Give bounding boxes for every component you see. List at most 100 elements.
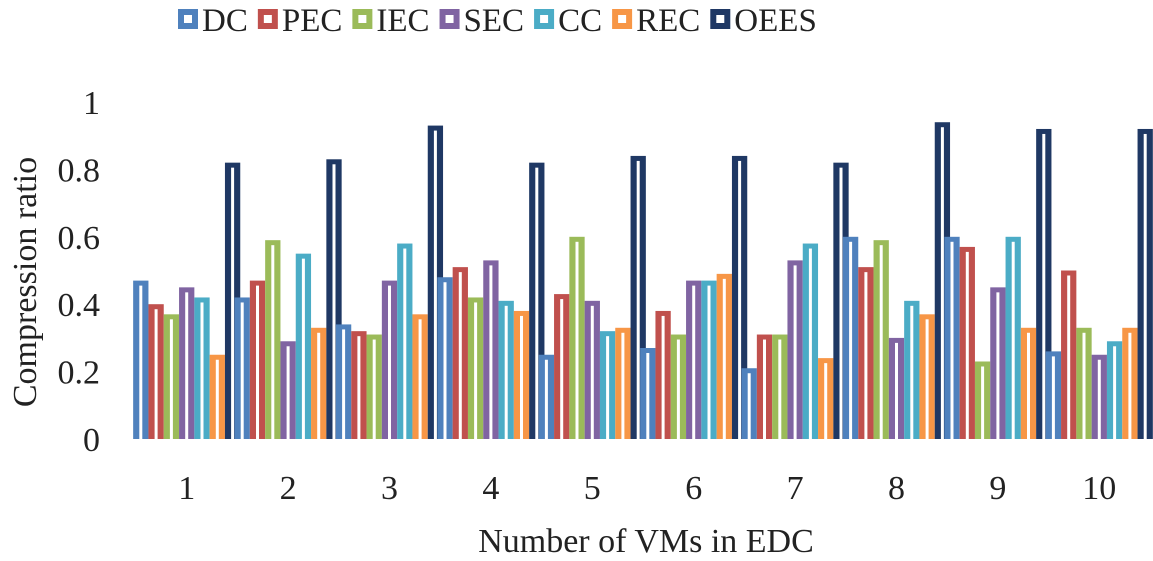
- bar-highlight-iec-5: [575, 241, 579, 439]
- bar-highlight-cc-10: [1113, 346, 1117, 439]
- legend-label-sec: SEC: [464, 3, 525, 39]
- bar-highlight-cc-4: [504, 305, 508, 439]
- bar-highlight-oees-1: [231, 167, 235, 439]
- legend-swatch-center-rec: [618, 15, 627, 23]
- bar-highlight-oees-6: [738, 160, 742, 440]
- bar-highlight-sec-4: [489, 265, 493, 439]
- legend-swatch-center-iec: [358, 15, 367, 23]
- bar-group-1: [133, 162, 241, 439]
- bar-highlight-sec-10: [1097, 359, 1101, 439]
- bar-highlight-iec-9: [981, 366, 985, 439]
- bar-group-2: [234, 159, 342, 440]
- bar-highlight-sec-1: [185, 292, 189, 439]
- bar-highlight-pec-7: [763, 339, 766, 439]
- chart-legend: DC PEC IEC SEC CC REC OEES: [178, 3, 817, 39]
- bar-highlight-iec-8: [879, 245, 883, 439]
- legend-item-rec: REC: [612, 3, 700, 39]
- bar-highlight-sec-3: [388, 285, 391, 439]
- legend-item-oees: OEES: [710, 3, 817, 39]
- bar-highlight-oees-10: [1143, 133, 1147, 439]
- bar-highlight-rec-9: [1027, 332, 1030, 439]
- bar-highlight-iec-4: [474, 302, 478, 439]
- bar-group-5: [538, 155, 646, 440]
- bar-highlight-cc-5: [606, 336, 610, 439]
- bar-highlight-iec-10: [1082, 332, 1086, 439]
- bar-highlight-oees-5: [636, 160, 640, 440]
- bar-highlight-rec-8: [925, 319, 929, 439]
- bar-highlight-iec-6: [676, 339, 680, 439]
- y-tick-label-4: 0.8: [58, 152, 101, 189]
- x-tick-label-3: 3: [381, 470, 398, 507]
- bar-highlight-iec-7: [778, 339, 782, 439]
- x-tick-label-4: 4: [482, 470, 499, 507]
- y-axis: 0 0.2 0.4 0.6 0.8 1: [58, 85, 101, 459]
- y-tick-label-2: 0.4: [58, 287, 101, 324]
- x-tick-label-6: 6: [685, 470, 702, 507]
- bar-group-10: [1045, 128, 1153, 439]
- bar-highlight-cc-1: [200, 302, 204, 439]
- bar-highlight-dc-6: [646, 353, 650, 439]
- legend-label-oees: OEES: [734, 3, 817, 39]
- x-tick-label-2: 2: [280, 470, 297, 507]
- bar-highlight-rec-1: [215, 359, 219, 439]
- y-tick-label-0: 0: [83, 422, 100, 459]
- bar-highlight-iec-3: [372, 339, 376, 439]
- bar-highlight-pec-5: [560, 299, 564, 439]
- bar-highlight-pec-9: [965, 251, 969, 439]
- x-axis: 1 2 3 4 5 6 7 8 9 10: [178, 470, 1116, 507]
- bar-highlight-rec-7: [824, 363, 828, 439]
- legend-swatch-center-sec: [445, 15, 454, 23]
- bar-highlight-cc-6: [707, 285, 711, 439]
- bar-area: [133, 122, 1153, 440]
- bar-highlight-sec-5: [590, 305, 594, 439]
- bar-highlight-cc-2: [301, 258, 305, 439]
- legend-item-sec: SEC: [439, 3, 525, 39]
- x-tick-label-5: 5: [584, 470, 601, 507]
- bar-highlight-rec-5: [621, 332, 625, 439]
- bar-group-9: [944, 128, 1052, 439]
- x-tick-label-9: 9: [989, 470, 1006, 507]
- bar-highlight-iec-1: [169, 319, 173, 439]
- legend-item-iec: IEC: [352, 3, 430, 39]
- bar-highlight-dc-10: [1051, 356, 1055, 439]
- bar-highlight-dc-1: [139, 285, 143, 439]
- bar-group-6: [640, 155, 748, 440]
- bar-highlight-sec-8: [895, 342, 898, 439]
- bar-highlight-cc-3: [403, 248, 407, 439]
- legend-item-pec: PEC: [257, 3, 343, 39]
- bar-highlight-pec-6: [661, 315, 665, 439]
- bar-group-8: [842, 122, 951, 439]
- bar-highlight-pec-10: [1067, 275, 1071, 439]
- bar-highlight-dc-5: [544, 359, 548, 439]
- legend-item-cc: CC: [534, 3, 602, 39]
- legend-item-dc: DC: [178, 3, 248, 39]
- bar-highlight-dc-2: [240, 302, 244, 439]
- bar-highlight-pec-8: [864, 272, 868, 439]
- bar-highlight-cc-7: [808, 248, 812, 439]
- bar-highlight-rec-6: [722, 278, 726, 439]
- bar-group-4: [437, 162, 545, 439]
- legend-swatch-center-cc: [540, 15, 549, 23]
- legend-label-iec: IEC: [376, 3, 429, 39]
- bar-highlight-cc-8: [910, 305, 914, 439]
- legend-label-pec: PEC: [282, 3, 343, 39]
- bar-highlight-sec-2: [286, 346, 290, 439]
- legend-label-cc: CC: [558, 3, 602, 39]
- bar-highlight-oees-2: [332, 164, 336, 440]
- y-tick-label-1: 0.2: [58, 355, 101, 392]
- bar-highlight-dc-9: [950, 241, 954, 439]
- bar-highlight-rec-2: [317, 332, 321, 439]
- x-tick-label-7: 7: [787, 470, 804, 507]
- legend-swatch-center-dc: [184, 15, 192, 23]
- bar-group-3: [335, 125, 444, 439]
- bar-highlight-dc-7: [747, 373, 751, 439]
- bar-highlight-sec-6: [692, 285, 696, 439]
- bar-highlight-rec-10: [1128, 332, 1132, 439]
- bar-highlight-rec-4: [520, 315, 523, 439]
- bar-highlight-oees-3: [433, 130, 437, 439]
- x-tick-label-1: 1: [178, 470, 195, 507]
- bar-highlight-oees-8: [940, 127, 944, 439]
- bar-highlight-pec-3: [357, 336, 361, 439]
- bar-highlight-iec-2: [271, 245, 275, 439]
